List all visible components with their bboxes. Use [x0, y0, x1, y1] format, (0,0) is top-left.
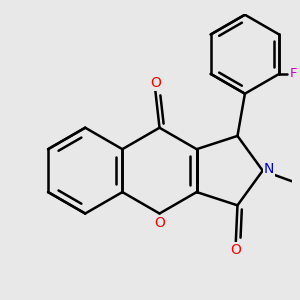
Text: O: O	[230, 243, 241, 257]
Text: O: O	[150, 76, 161, 90]
Text: F: F	[290, 68, 298, 80]
Text: O: O	[154, 216, 165, 230]
Text: N: N	[264, 162, 274, 176]
